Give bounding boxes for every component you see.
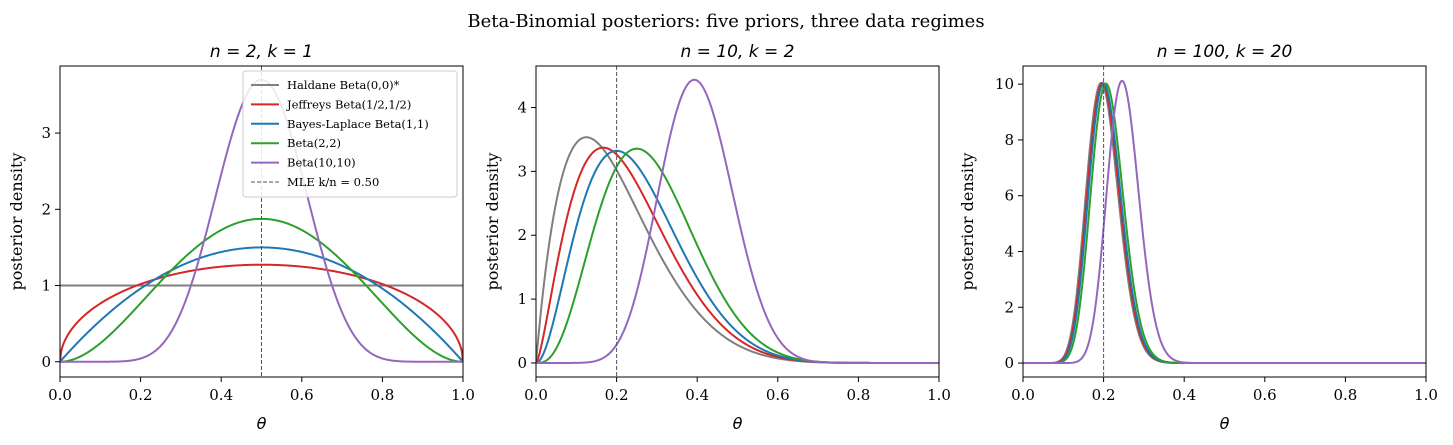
x-tick-label: 0.2 [1092, 386, 1116, 404]
panel-2: 0.0 0.2 0.4 0.6 0.8 1.0 0 1 2 3 4 θ posterior densit… [483, 42, 951, 433]
y-axis-label: posterior density [7, 153, 26, 291]
y-tick-label: 4 [517, 99, 527, 117]
y-tick-label: 1 [517, 290, 527, 308]
y-tick-label: 2 [517, 226, 527, 244]
panel-title: n = 100, k = 20 [1157, 42, 1293, 62]
x-tick-label: 0.4 [209, 386, 233, 404]
x-axis-label: θ [257, 414, 267, 433]
y-tick-label: 8 [1004, 131, 1014, 149]
axes-frame [1022, 65, 1427, 378]
y-axis-label: posterior density [958, 153, 977, 291]
y-tick-label: 1 [41, 277, 51, 295]
x-tick-label: 0.2 [605, 386, 629, 404]
legend-label: Bayes-Laplace Beta(1,1) [287, 117, 429, 131]
y-tick-label: 4 [1004, 242, 1014, 260]
x-tick-label: 1.0 [451, 386, 475, 404]
legend-label: Jeffreys Beta(1/2,1/2) [286, 97, 411, 111]
x-tick-label: 0.4 [685, 386, 709, 404]
plot-area [1023, 66, 1426, 377]
panel-3: 0.0 0.2 0.4 0.6 0.8 1.0 0 2 4 6 8 10 θ posterior dens… [958, 42, 1438, 433]
figure-title: Beta-Binomial posteriors: five priors, t… [467, 11, 984, 32]
legend-label: Haldane Beta(0,0)* [287, 78, 400, 92]
series-line-5 [536, 78, 939, 364]
legend-label: Beta(2,2) [287, 136, 341, 150]
x-tick-label: 0.8 [846, 386, 870, 404]
axes-frame [59, 65, 464, 378]
x-tick-label: 1.0 [1414, 386, 1438, 404]
y-tick-label: 2 [1004, 298, 1014, 316]
y-tick-label: 10 [995, 75, 1014, 93]
y-axis-label: posterior density [483, 153, 502, 291]
x-tick-label: 0.6 [1253, 386, 1277, 404]
y-tick-label: 6 [1004, 187, 1014, 205]
y-tick-label: 0 [517, 354, 527, 372]
y-tick-label: 0 [1004, 354, 1014, 372]
legend: Haldane Beta(0,0)* Jeffreys Beta(1/2,1/2)… [242, 70, 458, 198]
series-line-3 [536, 149, 939, 364]
x-tick-label: 0.8 [370, 386, 394, 404]
y-tick-label: 0 [41, 353, 51, 371]
x-tick-label: 1.0 [927, 386, 951, 404]
x-tick-label: 0.0 [48, 386, 72, 404]
legend-box [242, 70, 458, 198]
series-line-1 [1023, 81, 1426, 365]
y-tick-label: 3 [517, 162, 527, 180]
x-tick-label: 0.0 [1011, 386, 1035, 404]
x-axis-label: θ [1220, 414, 1230, 433]
x-tick-label: 0.0 [524, 386, 548, 404]
x-tick-label: 0.8 [1333, 386, 1357, 404]
panel-title: n = 10, k = 2 [681, 42, 795, 62]
legend-label: MLE k/n = 0.50 [287, 175, 379, 189]
y-tick-label: 2 [41, 200, 51, 218]
x-tick-label: 0.2 [129, 386, 153, 404]
panel-title: n = 2, k = 1 [210, 42, 313, 62]
panel-1: 0.0 0.2 0.4 0.6 0.8 1.0 0 1 2 3 θ posterior density… [7, 42, 475, 433]
legend-label: Beta(10,10) [287, 156, 356, 170]
x-axis-label: θ [733, 414, 743, 433]
panels: 0.0 0.2 0.4 0.6 0.8 1.0 0 1 2 3 θ posterior density… [7, 42, 1438, 433]
y-tick-label: 3 [41, 124, 51, 142]
axes-frame [535, 65, 940, 378]
series-line-2 [536, 146, 939, 364]
x-tick-label: 0.6 [290, 386, 314, 404]
series-line-5 [1023, 79, 1426, 365]
x-tick-label: 0.4 [1172, 386, 1196, 404]
x-tick-label: 0.6 [766, 386, 790, 404]
plot-area [536, 66, 939, 377]
